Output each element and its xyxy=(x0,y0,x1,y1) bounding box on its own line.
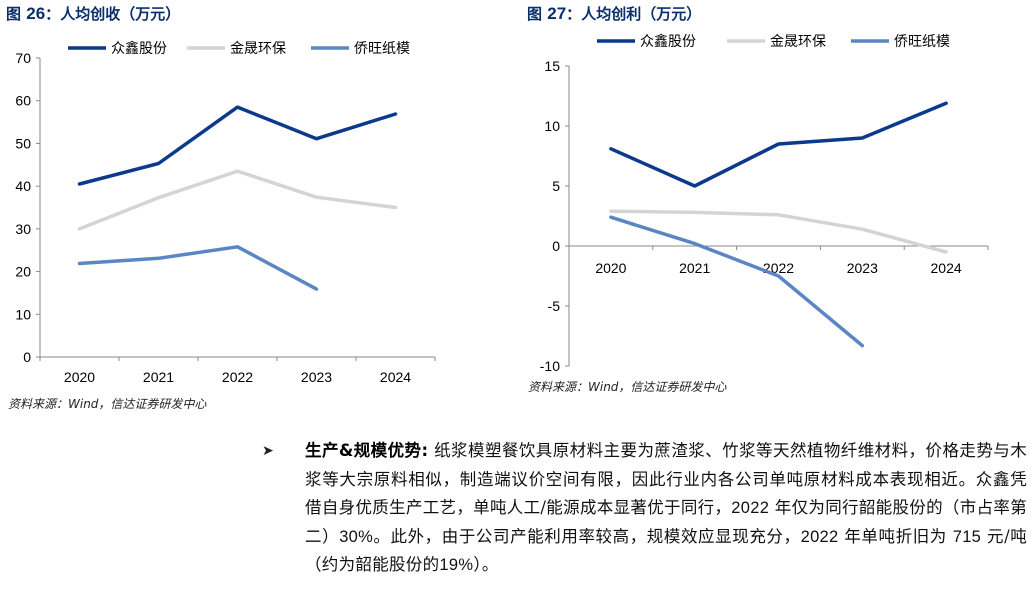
text-run: 。此外，由于公司产能利用率较高，规模效应显现充分， xyxy=(373,526,801,546)
y-tick-label: -10 xyxy=(540,358,560,374)
x-tick-label: 2023 xyxy=(847,260,878,276)
revenue-per-capita-chart: 0 10 20 30 40 50 60 70 2020 2021 2022 2023 2024 众鑫股份 金… xyxy=(15,40,436,385)
x-tick-label: 2020 xyxy=(595,260,626,276)
number: 715 xyxy=(952,527,982,546)
text-run: 纸浆模塑餐饮具原材料主要为蔗渣浆、竹浆等天然植物纤维材料，价格走势与木浆等大宗原… xyxy=(305,441,1028,518)
y-tick-label: 40 xyxy=(15,178,31,194)
y-tick-label: 10 xyxy=(544,118,560,134)
number: 19% xyxy=(439,556,474,575)
legend-label: 众鑫股份 xyxy=(640,33,696,50)
x-tick-label: 2024 xyxy=(380,369,411,385)
legend-label: 侨旺纸模 xyxy=(354,41,410,57)
text-run: 年仅为同行韶能股份的（市占率第二） xyxy=(305,498,1028,546)
legend-label: 金晟环保 xyxy=(230,41,286,57)
source-note: 资料来源：Wind，信达证券研发中心 xyxy=(528,380,727,394)
y-tick-label: 70 xyxy=(15,50,31,66)
x-tick-label: 2021 xyxy=(679,260,710,276)
y-tick-label: 5 xyxy=(552,178,560,194)
y-tick-label: 50 xyxy=(15,135,31,151)
figure-label: 图 xyxy=(6,5,22,23)
y-tick-label: 0 xyxy=(552,238,560,254)
y-tick-label: 15 xyxy=(544,58,560,74)
series-line-1 xyxy=(77,105,398,186)
chart-title: 人均创收（万元） xyxy=(60,5,181,23)
y-tick-label: 20 xyxy=(15,264,31,280)
legend-label: 侨旺纸模 xyxy=(894,34,950,50)
source-note: 资料来源：Wind，信达证券研发中心 xyxy=(8,397,207,411)
y-tick-label: 0 xyxy=(23,349,31,365)
text-run: ）。 xyxy=(473,555,499,575)
figure-26-title: 图 26：人均创收（万元） xyxy=(6,4,181,23)
x-tick-label: 2023 xyxy=(301,369,332,385)
number: 2022 xyxy=(800,527,839,546)
series-line-3 xyxy=(77,245,319,291)
bullet-heading: 生产&规模优势: xyxy=(305,441,429,460)
number: 30% xyxy=(339,527,374,546)
figure-27-title: 图 27：人均创利（万元） xyxy=(527,4,702,23)
text-run: 元/吨（约为韶能股份的 xyxy=(305,526,1028,575)
x-tick-label: 2022 xyxy=(222,369,253,385)
y-tick-label: 10 xyxy=(15,306,31,322)
series-line-2 xyxy=(77,169,398,231)
y-tick-label: 30 xyxy=(15,221,31,237)
figure-number: 27 xyxy=(547,4,567,23)
number: 2022 xyxy=(731,499,770,518)
y-tick-label: 60 xyxy=(15,93,31,109)
y-tick-label: -5 xyxy=(548,298,561,314)
series-line-3 xyxy=(609,215,865,348)
bullet-arrow-icon: ➤ xyxy=(262,443,274,459)
figure-label: 图 xyxy=(527,5,543,23)
profit-per-capita-chart: -10-50510152020 2021 2022 2023 2024众鑫股份 金晟环保侨… xyxy=(540,33,989,374)
chart-title: 人均创利（万元） xyxy=(581,5,702,23)
legend-label: 金晟环保 xyxy=(770,34,826,50)
x-tick-label: 2021 xyxy=(143,369,174,385)
x-tick-label: 2020 xyxy=(64,369,95,385)
text-run: 年单吨折旧为 xyxy=(844,526,947,546)
figure-number: 26 xyxy=(26,4,46,23)
legend-label: 众鑫股份 xyxy=(111,40,167,57)
bullet-text: 生产&规模优势: 纸浆模塑餐饮具原材料主要为蔗渣浆、竹浆等天然植物纤维材料，价格… xyxy=(305,437,1027,580)
x-tick-label: 2024 xyxy=(931,260,962,276)
series-line-1 xyxy=(609,101,948,188)
